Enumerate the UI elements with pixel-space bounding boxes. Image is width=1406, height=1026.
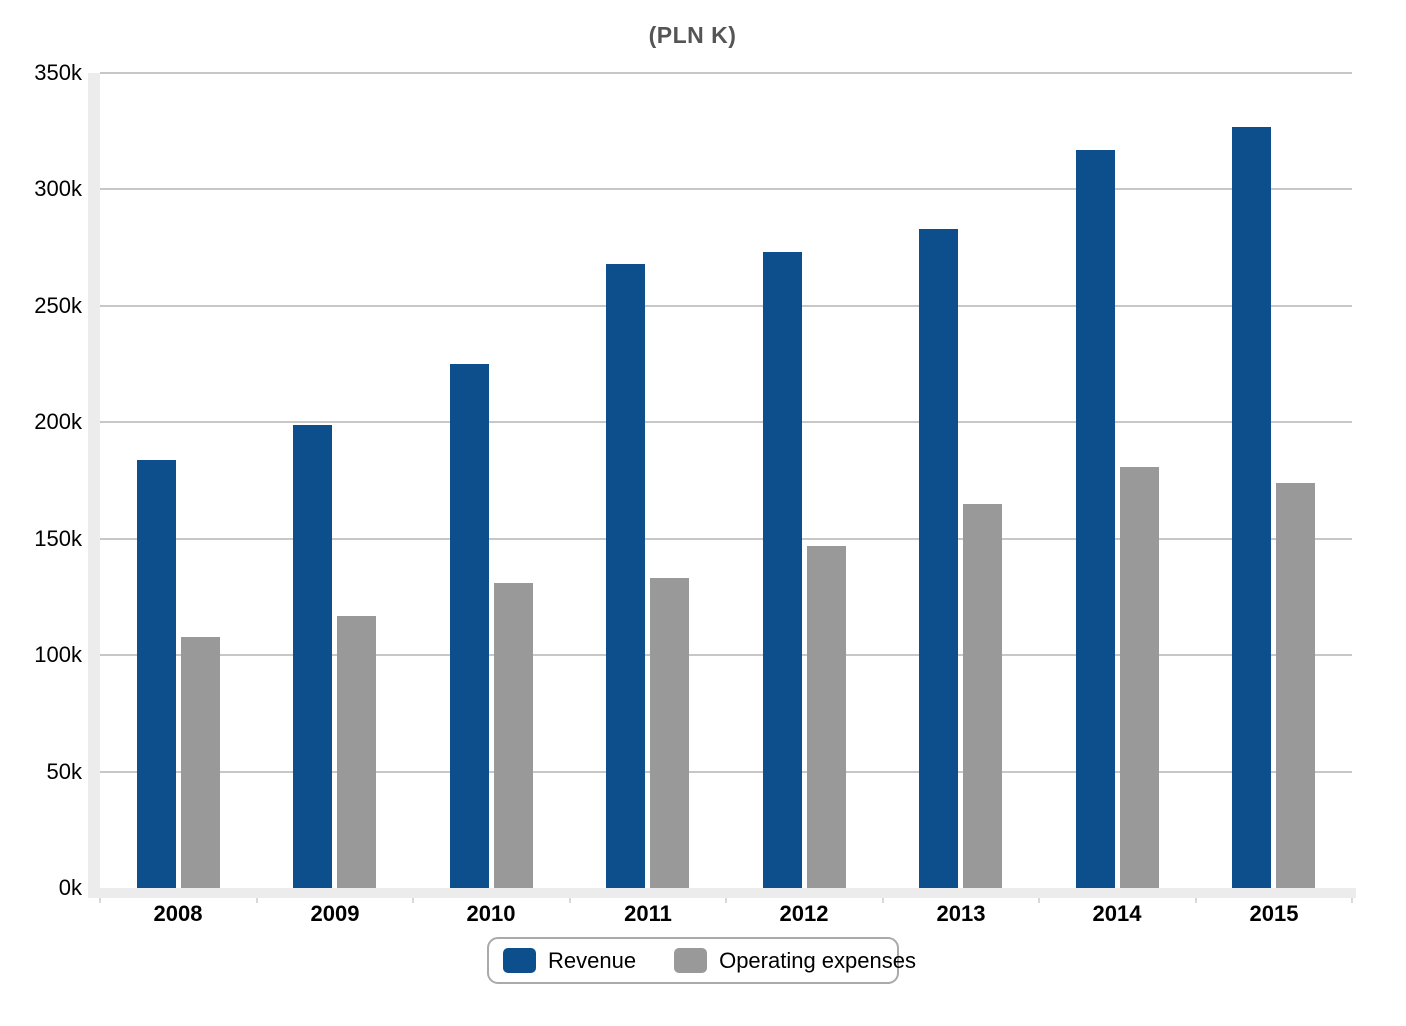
legend-item-revenue: Revenue [503, 948, 636, 974]
x-axis-tick [1038, 898, 1040, 903]
revenue-swatch [503, 948, 536, 973]
y-axis-label-300k: 300k [34, 176, 82, 201]
bar-operating-expenses-2015 [1276, 483, 1315, 888]
bar-revenue-2009 [293, 425, 332, 888]
x-axis-tick [256, 898, 258, 903]
y-axis-label-100k: 100k [34, 642, 82, 667]
x-axis-line [88, 888, 1356, 898]
y-axis-line [88, 73, 100, 898]
x-axis-tick [725, 898, 727, 903]
legend: Revenue Operating expenses [487, 937, 916, 984]
gridline-350k [100, 72, 1352, 74]
x-axis-tick [99, 898, 101, 903]
chart-title: (PLN K) [648, 22, 737, 48]
x-axis-label-2013: 2013 [936, 901, 986, 926]
x-axis-tick [882, 898, 884, 903]
bar-operating-expenses-2008 [181, 637, 220, 888]
expenses-swatch [674, 948, 708, 973]
gridline-250k [100, 305, 1352, 307]
bar-revenue-2010 [450, 364, 489, 888]
bar-operating-expenses-2014 [1120, 467, 1159, 888]
gridline-50k [100, 771, 1352, 773]
x-axis-label-2010: 2010 [466, 901, 516, 926]
bar-operating-expenses-2013 [963, 504, 1002, 888]
x-axis-label-2011: 2011 [624, 901, 672, 926]
gridline-300k [100, 188, 1352, 190]
x-axis-label-2015: 2015 [1249, 901, 1299, 926]
y-axis-label-0k: 0k [58, 875, 82, 900]
bar-revenue-2011 [606, 264, 645, 888]
legend-item-expenses: Operating expenses [674, 948, 916, 974]
bar-revenue-2014 [1076, 150, 1115, 888]
bar-revenue-2008 [137, 460, 176, 888]
bar-revenue-2015 [1232, 127, 1271, 888]
y-axis-label-150k: 150k [34, 526, 82, 551]
x-axis-label-2008: 2008 [153, 901, 203, 926]
y-axis-label-250k: 250k [34, 293, 82, 318]
legend-label-revenue: Revenue [548, 947, 637, 973]
y-axis-label-200k: 200k [34, 409, 82, 434]
x-axis-tick [569, 898, 571, 903]
x-axis-label-2012: 2012 [779, 901, 829, 926]
x-axis-tick [1195, 898, 1197, 903]
x-axis-tick [1351, 898, 1353, 903]
gridline-200k [100, 421, 1352, 423]
bar-operating-expenses-2012 [807, 546, 846, 888]
gridline-150k [100, 538, 1352, 540]
bar-operating-expenses-2010 [494, 583, 533, 888]
x-axis-tick [412, 898, 414, 903]
bar-operating-expenses-2011 [650, 578, 689, 888]
y-axis-label-350k: 350k [34, 60, 82, 85]
legend-label-expenses: Operating expenses [719, 947, 916, 973]
gridline-100k [100, 654, 1352, 656]
bar-revenue-2013 [919, 229, 958, 888]
x-axis-label-2009: 2009 [310, 901, 360, 926]
bar-operating-expenses-2009 [337, 616, 376, 888]
x-axis-label-2014: 2014 [1092, 901, 1142, 926]
y-axis-label-50k: 50k [46, 759, 82, 784]
bar-revenue-2012 [763, 252, 802, 888]
